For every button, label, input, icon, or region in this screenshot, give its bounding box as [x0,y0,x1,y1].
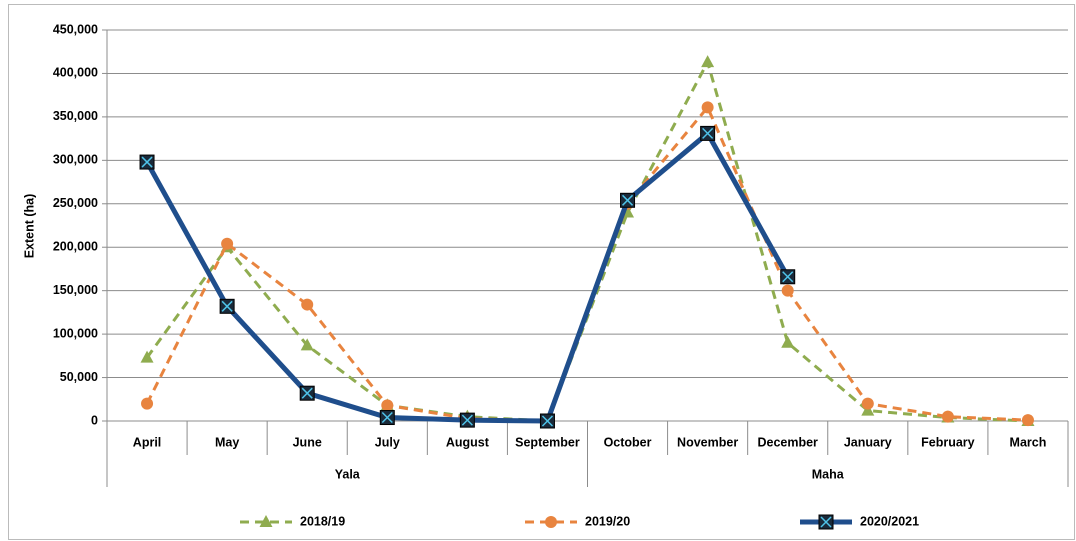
x-tick-label: January [844,435,892,449]
data-point [379,410,395,426]
chart-frame [8,4,1075,540]
data-point [620,192,636,208]
y-tick-label: 200,000 [53,240,98,254]
x-tick-label: September [515,435,580,449]
y-tick-label: 300,000 [53,153,98,167]
y-tick-label: 350,000 [53,109,98,123]
data-point [781,284,794,297]
x-group-label: Yala [335,467,361,481]
data-point [780,269,796,285]
legend-marker [818,514,834,530]
legend-label: 2018/19 [300,514,345,528]
series-line [145,58,1029,423]
data-point [141,397,154,410]
y-axis-label: Extent (ha) [22,194,36,259]
marker-cross [381,411,393,424]
data-point [701,101,714,114]
marker-cross [141,156,153,168]
y-tick-label: 50,000 [60,370,98,384]
data-point [539,413,555,429]
marker-cross [820,516,832,528]
data-point [459,412,475,428]
data-point [381,399,394,412]
marker-cross [541,415,553,427]
y-tick-label: 100,000 [53,326,98,340]
data-point [140,350,154,363]
legend-marker [545,516,557,528]
x-tick-label: July [375,435,400,449]
data-point [701,55,715,68]
x-tick-label: December [757,435,818,449]
y-tick-label: 0 [91,413,98,427]
x-tick-label: March [1010,435,1047,449]
marker-cross [461,414,473,426]
marker-cross [221,300,233,312]
marker-cross [301,387,313,399]
legend-marker [259,515,273,527]
x-tick-label: February [921,435,975,449]
y-tick-label: 450,000 [53,22,98,36]
x-tick-label: April [133,435,161,449]
marker-cross [622,194,634,206]
data-point [301,298,314,311]
data-point [941,410,954,423]
data-point [300,338,314,351]
legend-label: 2020/2021 [860,514,919,528]
marker-cross [782,271,794,283]
x-tick-label: May [215,435,239,449]
y-tick-label: 250,000 [53,196,98,210]
marker-cross [702,127,714,139]
x-group-label: Maha [812,467,845,481]
data-point [219,298,235,314]
series-line [145,104,1029,423]
data-point [221,237,234,250]
data-point [1021,414,1034,427]
x-tick-label: August [446,435,490,449]
y-tick-label: 150,000 [53,283,98,297]
x-tick-label: June [293,435,322,449]
legend-label: 2019/20 [585,514,630,528]
x-tick-label: November [677,435,738,449]
data-point [781,335,795,348]
data-point [139,154,155,170]
data-point [299,385,315,401]
data-point [700,125,716,141]
x-tick-label: October [604,435,652,449]
data-point [861,397,874,410]
y-tick-label: 400,000 [53,66,98,80]
